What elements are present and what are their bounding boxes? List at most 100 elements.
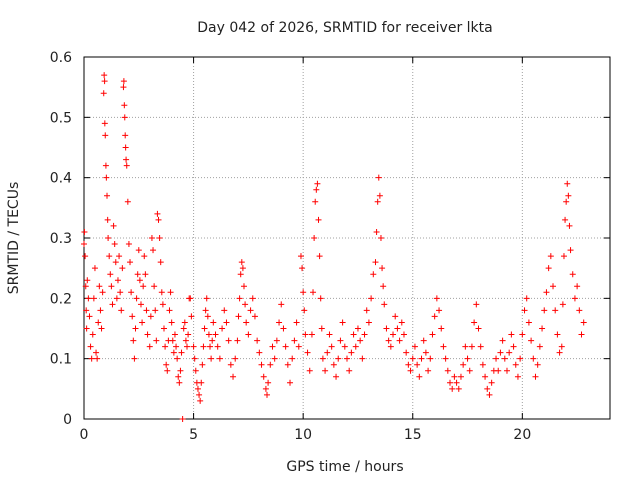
- data-point: [416, 373, 423, 380]
- data-point: [188, 313, 195, 320]
- data-point: [137, 301, 144, 308]
- data-point: [95, 319, 102, 326]
- data-point: [541, 307, 548, 314]
- data-point: [108, 283, 115, 290]
- data-point: [317, 295, 324, 302]
- data-point: [543, 289, 550, 296]
- data-point: [119, 265, 126, 272]
- data-point: [192, 367, 199, 374]
- y-tick-label: 0.3: [50, 231, 72, 247]
- data-point: [245, 331, 252, 338]
- data-point: [140, 283, 147, 290]
- data-point: [155, 216, 162, 223]
- data-point: [289, 355, 296, 362]
- data-point: [311, 235, 318, 241]
- data-point: [394, 325, 401, 332]
- data-point: [319, 355, 326, 362]
- data-point: [159, 301, 166, 308]
- data-point: [380, 283, 387, 290]
- data-point: [512, 361, 519, 368]
- data-point: [326, 331, 333, 338]
- data-point: [578, 331, 585, 338]
- data-point: [571, 295, 578, 302]
- data-point: [569, 271, 576, 278]
- data-point: [499, 337, 506, 344]
- data-point: [284, 361, 291, 368]
- data-point: [239, 265, 246, 272]
- data-point: [104, 216, 111, 223]
- data-point: [197, 397, 204, 404]
- data-point: [153, 337, 160, 344]
- data-point: [510, 343, 517, 350]
- data-point: [122, 144, 129, 151]
- data-point: [580, 319, 587, 326]
- x-tick-label: 20: [513, 427, 531, 443]
- data-point: [96, 283, 103, 290]
- data-point: [129, 313, 136, 320]
- data-point: [411, 343, 418, 350]
- data-point: [236, 295, 243, 302]
- data-point: [271, 355, 278, 362]
- data-point: [436, 307, 443, 314]
- data-point: [554, 331, 561, 338]
- data-point: [110, 222, 117, 229]
- data-point: [302, 331, 309, 338]
- data-point: [335, 355, 342, 362]
- data-point: [381, 301, 388, 308]
- data-point: [357, 337, 364, 344]
- data-point: [240, 283, 247, 290]
- data-point: [204, 313, 211, 320]
- data-point: [94, 355, 101, 362]
- data-point: [372, 259, 379, 266]
- data-point: [130, 337, 137, 344]
- data-point: [273, 337, 280, 344]
- data-point: [348, 349, 355, 356]
- data-point: [442, 355, 449, 362]
- data-point: [199, 361, 206, 368]
- data-point: [316, 253, 323, 260]
- data-point: [214, 343, 221, 350]
- data-point: [128, 289, 135, 296]
- data-point: [304, 349, 311, 356]
- data-point: [528, 337, 535, 344]
- data-point: [308, 331, 315, 338]
- data-point: [477, 343, 484, 350]
- data-point: [414, 361, 421, 368]
- data-point: [101, 78, 108, 85]
- data-point: [168, 319, 175, 326]
- data-point: [550, 283, 557, 290]
- data-point: [234, 337, 241, 344]
- data-point: [475, 325, 482, 332]
- data-point: [315, 216, 322, 223]
- data-point: [534, 361, 541, 368]
- data-point: [514, 373, 521, 380]
- data-point: [105, 235, 112, 241]
- data-point: [337, 337, 344, 344]
- data-point: [455, 385, 462, 392]
- data-point: [396, 337, 403, 344]
- data-point: [156, 235, 163, 241]
- data-point: [352, 343, 359, 350]
- data-point: [160, 325, 167, 332]
- data-point: [227, 361, 234, 368]
- data-point: [191, 355, 198, 362]
- chart-title: Day 042 of 2026, SRMTID for receiver lkt…: [197, 20, 492, 36]
- data-point: [438, 325, 445, 332]
- data-point: [167, 289, 174, 296]
- data-point: [567, 247, 574, 254]
- data-point: [278, 301, 285, 308]
- data-point: [460, 361, 467, 368]
- data-point: [562, 216, 569, 223]
- data-point: [433, 295, 440, 302]
- grid-lines: [84, 57, 610, 419]
- data-point: [99, 289, 106, 296]
- data-point: [484, 385, 491, 392]
- data-point: [82, 283, 89, 290]
- y-tick-label: 0.5: [50, 110, 72, 126]
- data-point: [375, 174, 382, 181]
- data-point: [200, 343, 207, 350]
- data-point: [223, 319, 230, 326]
- data-point: [101, 72, 108, 79]
- data-point: [400, 331, 407, 338]
- data-point: [121, 102, 128, 109]
